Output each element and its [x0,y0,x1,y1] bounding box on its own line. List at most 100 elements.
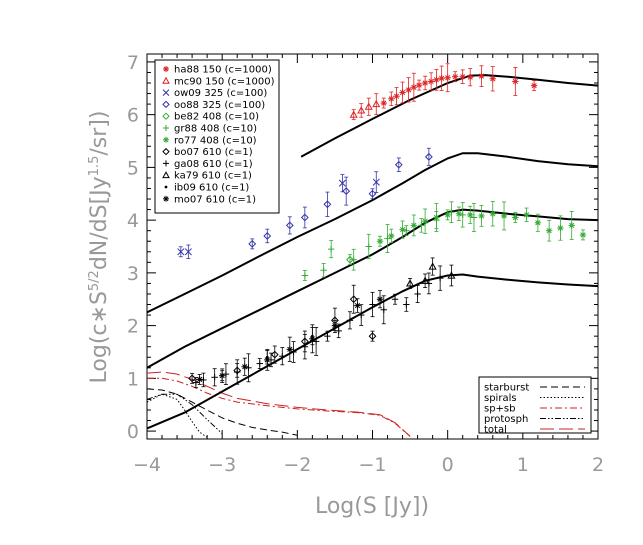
point-ro77-408-c-10 [399,226,406,233]
y-tick-label: 2 [127,316,139,338]
point-ro77-408-c-10 [545,227,553,234]
point-ro77-408-c-10 [557,224,564,232]
component-legend-label-sp-sb: sp+sb [484,404,516,415]
model-curve-1 [300,74,598,158]
y-tick-label: 4 [127,210,139,232]
point-be82-408-c-10 [346,255,354,264]
component-curve-total [147,371,411,437]
y-tick-label: 6 [127,105,139,127]
point-gr88-408-c-10 [365,243,372,250]
point-ha88-150-c-1000 [438,75,445,82]
point-gr88-408-c-10 [320,267,327,274]
legend-marker-mc90-150-c-1000 [162,76,170,84]
point-mo07-610-c-1 [309,335,316,342]
point-ha88-150-c-1000 [415,81,423,89]
point-oo88-325-c-100 [248,239,257,248]
y-tick-label: 5 [127,157,139,179]
component-curve-spirals [147,393,208,438]
point-ha88-150-c-1000 [467,74,474,81]
y-tick-label: 7 [127,52,139,74]
point-ha88-150-c-1000 [393,92,400,100]
point-ga08-610-c-1 [290,348,297,356]
point-mo07-610-c-1 [331,322,339,329]
y-axis-label: Log(c∗S5/2dN/dS[Jy1.5/sr]) [87,111,112,384]
point-ha88-150-c-1000 [433,76,440,84]
point-ow09-325-c-100 [372,178,380,186]
legend-marker-ha88-150-c-1000 [163,66,169,72]
point-gr88-408-c-10 [384,235,391,242]
point-ro77-408-c-10 [568,222,575,229]
y-label-exp-2: 1.5 [87,156,102,177]
point-ow09-325-c-100 [177,248,185,256]
point-bo07-610-c-1 [270,350,279,359]
point-ga08-610-c-1 [324,332,331,340]
y-label-part-3: /sr]) [87,111,112,156]
component-curve-starburst [147,388,298,436]
point-mo07-610-c-1 [264,356,271,364]
point-ha88-150-c-1000 [405,86,412,94]
component-curve-protosph [147,393,223,435]
legend-label-ha88-150-c-1000: ha88 150 (c=1000) [174,65,272,76]
point-mc90-150-c-1000 [349,110,358,118]
point-ga08-610-c-1 [346,317,354,324]
point-oo88-325-c-100 [342,187,351,196]
component-legend-label-starburst: starburst [484,383,529,394]
point-gr88-408-c-10 [470,214,478,221]
point-ga08-610-c-1 [211,374,218,381]
axis-ticks [146,54,599,439]
y-label-part-2: dN/dS[Jy [87,176,112,270]
point-mo07-610-c-1 [354,302,361,309]
x-tick-label: 2 [592,454,604,476]
point-ka79-610-c-1 [421,276,430,284]
point-oo88-325-c-100 [368,189,377,198]
x-tick-label: 0 [442,454,454,476]
legend-label-oo88-325-c-100: oo88 325 (c=100) [174,100,265,111]
point-mo07-610-c-1 [196,376,203,383]
point-ha88-150-c-1000 [380,99,387,107]
dataset-legend: ha88 150 (c=1000)mc90 150 (c=1000)ow09 3… [154,59,280,214]
point-mo07-610-c-1 [286,346,294,353]
point-bo07-610-c-1 [368,332,377,341]
legend-label-ga08-610-c-1: ga08 610 (c=1) [174,159,253,170]
point-ha88-150-c-1000 [530,82,538,89]
legend-label-ro77-408-c-10: ro77 408 (c=10) [174,135,257,146]
point-ga08-610-c-1 [369,301,376,308]
point-ga08-610-c-1 [301,343,309,350]
legend-marker-bo07-610-c-1 [162,147,170,156]
legend-label-mc90-150-c-1000: mc90 150 (c=1000) [174,76,275,87]
point-ha88-150-c-1000 [410,84,418,91]
model-curve-3 [147,208,598,369]
legend-label-mo07-610-c-1: mo07 610 (c=1) [174,194,256,205]
point-ro77-408-c-10 [489,210,496,218]
legend-marker-oo88-325-c-100 [162,100,170,109]
point-ro77-408-c-10 [512,214,519,221]
legend-marker-gr88-408-c-10 [163,125,169,131]
point-mo07-610-c-1 [218,372,226,379]
data-points [177,63,587,388]
legend-label-ow09-325-c-100: ow09 325 (c=100) [174,88,267,99]
point-ha88-150-c-1000 [459,73,466,80]
point-ro77-408-c-10 [534,219,542,226]
point-ha88-150-c-1000 [388,95,395,103]
point-ro77-408-c-10 [455,210,463,218]
component-legend-label-total: total [484,425,507,436]
point-ka79-610-c-1 [406,279,415,287]
point-ga08-610-c-1 [391,296,399,303]
point-ro77-408-c-10 [478,212,485,220]
point-ga08-610-c-1 [192,379,200,386]
point-ga08-610-c-1 [403,301,410,308]
component-legend-label-spirals: spirals [484,393,517,404]
legend-label-ib09-610-c-1: ib09 610 (c=1) [174,183,249,194]
point-mo07-610-c-1 [241,363,248,370]
legend-marker-ib09-610-c-1 [164,185,168,189]
legend-marker-be82-408-c-10 [162,112,170,120]
point-ro77-408-c-10 [421,217,429,225]
point-ro77-408-c-10 [388,232,395,240]
component-legend-box [478,376,592,434]
point-ga08-610-c-1 [380,306,387,313]
x-tick-label: −3 [208,454,236,476]
point-oo88-325-c-100 [323,200,332,209]
point-ha88-150-c-1000 [427,78,435,85]
